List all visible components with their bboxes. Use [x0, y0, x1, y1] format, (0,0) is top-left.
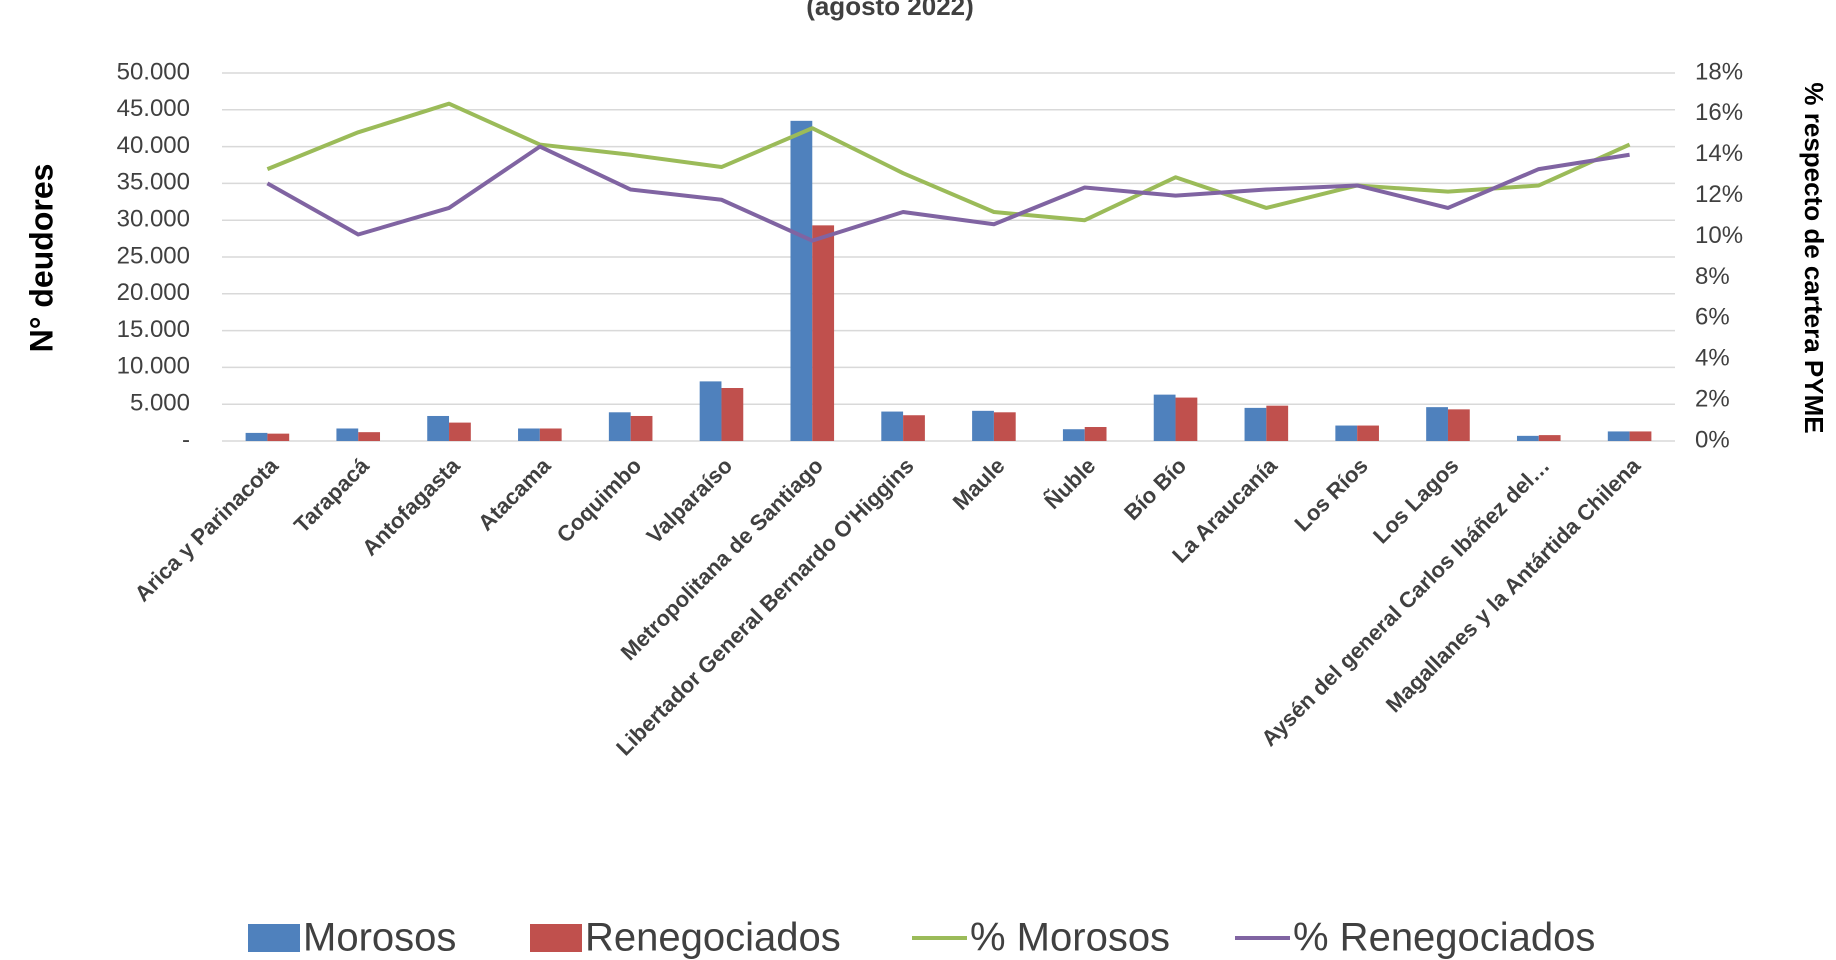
y-tick-label: 50.000 — [117, 58, 190, 85]
y-tick-label: 10.000 — [117, 353, 190, 380]
x-tick-label: Antofagasta — [357, 452, 465, 560]
bar — [699, 381, 722, 441]
legend-swatch — [248, 924, 300, 952]
y2-tick-label: 8% — [1695, 263, 1730, 290]
x-tick-label: Arica y Parinacota — [130, 452, 284, 606]
bar — [903, 415, 925, 441]
y2-tick-label: 16% — [1695, 99, 1743, 126]
bar — [427, 415, 450, 441]
y-tick-label: - — [182, 426, 190, 453]
y2-tick-label: 0% — [1695, 426, 1730, 453]
x-tick-label: Coquimbo — [552, 453, 647, 548]
line-series — [266, 101, 1631, 223]
bar — [630, 415, 653, 441]
legend-label: Morosos — [303, 916, 456, 960]
bar — [881, 411, 904, 441]
chart-title: (agosto 2022) — [806, 0, 974, 21]
y-tick-label: 5.000 — [130, 390, 190, 417]
y2-tick-label: 6% — [1695, 304, 1730, 331]
y-tick-label: 25.000 — [117, 242, 190, 269]
bar — [1244, 407, 1267, 441]
bar — [1426, 407, 1448, 441]
bar — [1629, 431, 1652, 441]
bar — [608, 412, 631, 441]
y2-tick-label: 14% — [1695, 140, 1743, 167]
y-tick-label: 35.000 — [117, 169, 190, 196]
bar — [1335, 425, 1358, 441]
bar — [1357, 425, 1379, 441]
bar — [721, 388, 744, 441]
bar — [518, 428, 540, 441]
bar — [993, 412, 1016, 441]
legend-label: % Morosos — [970, 916, 1170, 960]
x-tick-label: Los Ríos — [1289, 453, 1372, 536]
line-series — [266, 144, 1630, 243]
y-tick-label: 30.000 — [117, 206, 190, 233]
y2-tick-label: 2% — [1695, 385, 1730, 412]
legend-swatch — [530, 924, 582, 952]
bar — [336, 428, 359, 441]
bar — [1607, 431, 1630, 441]
x-tick-label: Tarapacá — [289, 452, 374, 537]
bar — [812, 225, 835, 441]
bar — [790, 120, 813, 441]
x-tick-label: Ñuble — [1039, 453, 1100, 514]
bar — [358, 432, 381, 441]
y-tick-label: 40.000 — [117, 132, 190, 159]
y2-axis-title: % respecto de cartera PYME — [1799, 82, 1829, 433]
bar — [1516, 435, 1539, 441]
x-tick-label: Atacama — [473, 452, 556, 535]
bar — [449, 422, 471, 441]
bar — [1084, 427, 1107, 441]
y-axis-title: N° deudores — [23, 164, 59, 353]
legend-label: % Renegociados — [1293, 916, 1595, 960]
bar — [1266, 405, 1289, 441]
y2-tick-label: 12% — [1695, 181, 1743, 208]
x-tick-label: Los Lagos — [1368, 453, 1463, 548]
y-tick-label: 45.000 — [117, 95, 190, 122]
y2-tick-label: 4% — [1695, 345, 1730, 372]
bar — [539, 428, 562, 441]
x-tick-label: Bío Bío — [1119, 453, 1191, 525]
y-tick-label: 15.000 — [117, 316, 190, 343]
bar — [1447, 409, 1470, 441]
x-tick-label: Valparaíso — [642, 453, 738, 549]
bar — [1175, 397, 1198, 441]
y2-tick-label: 18% — [1695, 58, 1743, 85]
bar — [267, 433, 290, 441]
x-tick-label: Maule — [948, 453, 1010, 515]
bar — [1153, 394, 1176, 441]
bar — [1538, 435, 1561, 441]
y-tick-label: 20.000 — [117, 279, 190, 306]
y2-tick-label: 10% — [1695, 222, 1743, 249]
bar — [245, 432, 268, 441]
bar — [1062, 429, 1085, 441]
bar — [972, 410, 994, 441]
legend-label: Renegociados — [585, 916, 841, 960]
